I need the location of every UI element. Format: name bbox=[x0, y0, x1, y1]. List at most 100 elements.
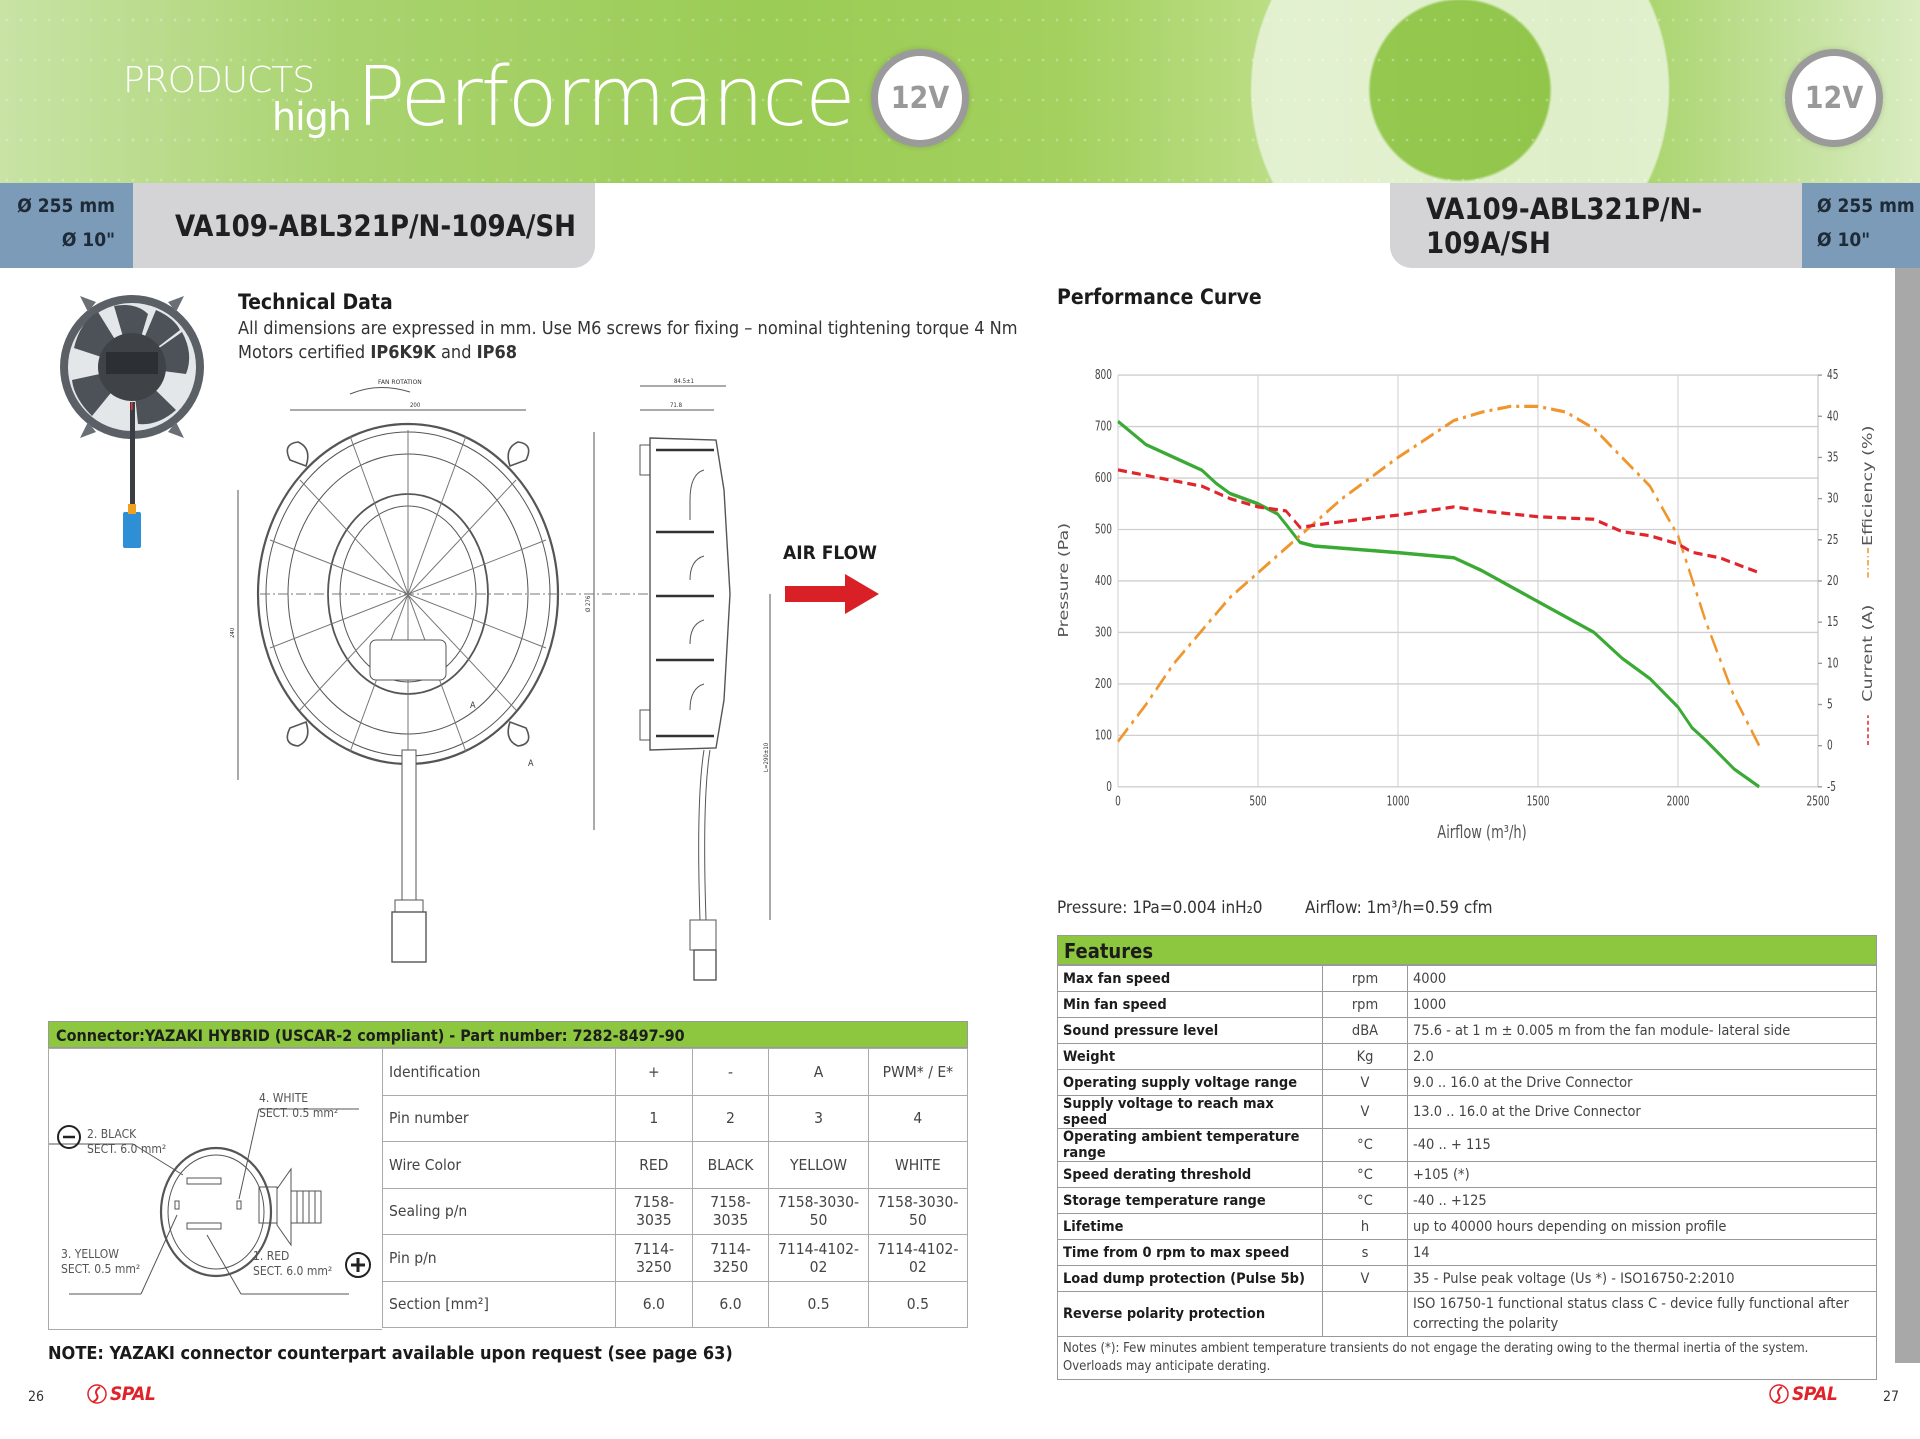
current-legend: Current (A) bbox=[1860, 605, 1875, 702]
pressure-conversion: Pressure: 1Pa=0.004 inH₂0 bbox=[1057, 898, 1263, 918]
svg-text:400: 400 bbox=[1095, 573, 1112, 589]
fan-technical-drawing: FAN ROTATION 200 240 Ø 276 A A 84.5±1 71… bbox=[230, 378, 771, 981]
air-flow-label: AIR FLOW bbox=[783, 542, 877, 564]
diameter-in: Ø 10" bbox=[1817, 229, 1871, 251]
header-performance-title: Performance bbox=[356, 50, 856, 145]
connector-diagram: 4. WHITE SECT. 0.5 mm² 2. BLACK SECT. 6.0 … bbox=[48, 1048, 382, 1330]
performance-curve-title: Performance Curve bbox=[1057, 285, 1262, 309]
svg-text:2000: 2000 bbox=[1667, 793, 1690, 809]
pin2-label: 2. BLACK bbox=[87, 1127, 137, 1141]
air-flow-arrow-icon bbox=[785, 574, 879, 614]
table-row: Load dump protection (Pulse 5b) V 35 - Pul… bbox=[1057, 1265, 1877, 1292]
spal-logo-icon bbox=[87, 1384, 107, 1404]
pressure-pa-curve bbox=[1117, 419, 1760, 789]
svg-text:2500: 2500 bbox=[1807, 793, 1830, 809]
technical-data-line1: All dimensions are expressed in mm. Use … bbox=[238, 318, 1018, 339]
table-row: Pin number 1 2 3 4 bbox=[382, 1094, 969, 1142]
page-number-right: 27 bbox=[1883, 1389, 1900, 1405]
svg-text:1000: 1000 bbox=[1387, 793, 1410, 809]
table-row: Speed derating threshold °C +105 (*) bbox=[1057, 1161, 1877, 1188]
connector-table: Identification + - A PWM* / E* Pin number 1 2 3… bbox=[382, 1048, 969, 1328]
svg-text:0: 0 bbox=[1115, 793, 1121, 809]
svg-text:40: 40 bbox=[1827, 408, 1839, 424]
table-row: Supply voltage to reach max speed V 13.0 .… bbox=[1057, 1095, 1877, 1129]
right-model-title: VA109-ABL321P/N-109A/SH bbox=[1390, 183, 1802, 268]
svg-text:45: 45 bbox=[1827, 367, 1838, 383]
svg-text:100: 100 bbox=[1095, 727, 1112, 743]
banner-fan-image bbox=[1250, 0, 1670, 183]
svg-text:30: 30 bbox=[1827, 490, 1839, 506]
spal-logo-icon bbox=[1769, 1384, 1789, 1404]
connector-pinout-icon bbox=[49, 1108, 371, 1295]
features-title: Features bbox=[1057, 935, 1877, 965]
connector-note: NOTE: YAZAKI connector counterpart avail… bbox=[48, 1343, 733, 1364]
svg-text:5: 5 bbox=[1827, 696, 1833, 712]
table-row: Sealing p/n 7158-3035 7158-3035 7158-3030-5… bbox=[382, 1187, 969, 1235]
svg-text:Ø 276: Ø 276 bbox=[585, 595, 592, 612]
pin4-label: 4. WHITE bbox=[259, 1091, 309, 1105]
y-axis-label: Pressure (Pa) bbox=[1056, 523, 1071, 638]
spal-logo-left: SPAL bbox=[86, 1383, 156, 1405]
svg-text:84.5±1: 84.5±1 bbox=[674, 378, 694, 385]
table-row: Wire Color RED BLACK YELLOW WHITE bbox=[382, 1141, 969, 1189]
table-row: Min fan speed rpm 1000 bbox=[1057, 991, 1877, 1018]
svg-text:35: 35 bbox=[1827, 449, 1838, 465]
fan-product-photo bbox=[60, 295, 204, 548]
fan-rotation-label: FAN ROTATION bbox=[378, 379, 422, 386]
svg-text:71.8: 71.8 bbox=[670, 402, 683, 409]
svg-text:-5: -5 bbox=[1827, 778, 1836, 794]
pin3-label: 3. YELLOW bbox=[61, 1247, 119, 1261]
voltage-badge-left: 12V bbox=[871, 49, 969, 147]
table-row: Time from 0 rpm to max speed s 14 bbox=[1057, 1239, 1877, 1266]
connector-title: Connector:YAZAKI HYBRID (USCAR-2 complia… bbox=[48, 1021, 968, 1048]
svg-text:20: 20 bbox=[1827, 573, 1839, 589]
table-row: Max fan speed rpm 4000 bbox=[1057, 965, 1877, 992]
efficiency-legend: Efficiency (%) bbox=[1860, 426, 1875, 546]
svg-text:700: 700 bbox=[1095, 418, 1112, 434]
chart-grid bbox=[1117, 374, 1819, 788]
svg-text:1500: 1500 bbox=[1527, 793, 1550, 809]
technical-data-title: Technical Data bbox=[238, 290, 393, 314]
header-products-label: PRODUCTS bbox=[123, 60, 315, 101]
page-edge-tab bbox=[1895, 268, 1920, 1363]
svg-text:800: 800 bbox=[1095, 367, 1112, 383]
table-row: Section [mm²] 6.0 6.0 0.5 0.5 bbox=[382, 1280, 969, 1328]
svg-text:200: 200 bbox=[410, 402, 421, 409]
diameter-mm: Ø 255 mm bbox=[1817, 195, 1915, 217]
spal-logo-right: SPAL bbox=[1768, 1383, 1838, 1405]
features-table: Max fan speed rpm 4000 Min fan speed rpm 100… bbox=[1057, 965, 1877, 1380]
diameter-in: Ø 10" bbox=[61, 229, 115, 251]
svg-text:A: A bbox=[470, 701, 476, 711]
cert-ip6k9k: IP6K9K bbox=[370, 342, 436, 363]
svg-text:15: 15 bbox=[1827, 614, 1838, 630]
svg-text:10: 10 bbox=[1827, 655, 1839, 671]
x-axis-label: Airflow (m³/h) bbox=[1437, 822, 1526, 842]
technical-data-line2: Motors certified IP6K9K and IP68 bbox=[238, 342, 518, 363]
table-row: Identification + - A PWM* / E* bbox=[382, 1048, 969, 1096]
header-banner bbox=[0, 0, 1920, 183]
table-row: Lifetime h up to 40000 hours depending on … bbox=[1057, 1213, 1877, 1240]
table-row: Operating supply voltage range V 9.0 .. 16… bbox=[1057, 1069, 1877, 1096]
table-row: Storage temperature range °C -40 .. +125 bbox=[1057, 1187, 1877, 1214]
pin1-label: 1. RED bbox=[253, 1249, 290, 1263]
table-row: Weight Kg 2.0 bbox=[1057, 1043, 1877, 1070]
svg-text:200: 200 bbox=[1095, 675, 1112, 691]
svg-text:0: 0 bbox=[1827, 737, 1833, 753]
airflow-conversion: Airflow: 1m³/h=0.59 cfm bbox=[1305, 898, 1493, 918]
right-diameter-box: Ø 255 mm Ø 10" bbox=[1802, 183, 1920, 268]
left-diameter-box: Ø 255 mm Ø 10" bbox=[0, 183, 133, 268]
table-row: Reverse polarity protection ISO 16750-1 f… bbox=[1057, 1291, 1877, 1337]
diameter-mm: Ø 255 mm bbox=[17, 195, 115, 217]
page-number-left: 26 bbox=[28, 1389, 45, 1405]
svg-text:25: 25 bbox=[1827, 531, 1838, 547]
efficiency-curve bbox=[1117, 404, 1761, 747]
svg-text:500: 500 bbox=[1095, 521, 1112, 537]
svg-text:0: 0 bbox=[1106, 778, 1112, 794]
svg-text:500: 500 bbox=[1249, 793, 1266, 809]
svg-text:A: A bbox=[528, 759, 534, 769]
table-row: Operating ambient temperature range °C -40… bbox=[1057, 1128, 1877, 1162]
voltage-badge-right: 12V bbox=[1785, 49, 1883, 147]
svg-text:300: 300 bbox=[1095, 624, 1112, 640]
svg-text:L=290±10: L=290±10 bbox=[763, 742, 770, 772]
